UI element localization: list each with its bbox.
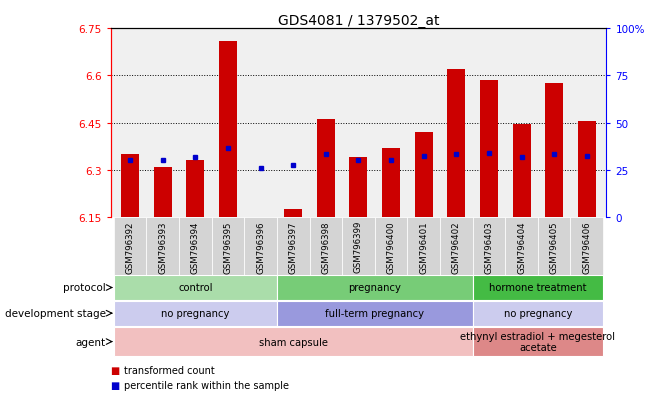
Text: GSM796394: GSM796394 [191,221,200,273]
Bar [114,218,147,275]
Text: no pregnancy: no pregnancy [504,309,572,318]
Text: GSM796401: GSM796401 [419,221,428,273]
Bar [277,218,310,275]
Bar [472,218,505,275]
Text: GSM796393: GSM796393 [158,221,168,273]
Bar [472,275,603,300]
Text: GSM796406: GSM796406 [582,221,592,273]
Bar [114,275,277,300]
Bar [245,218,277,275]
Bar [147,218,179,275]
Text: transformed count: transformed count [124,365,214,375]
Text: full-term pregnancy: full-term pregnancy [325,309,424,318]
Text: GSM796395: GSM796395 [224,221,232,273]
Bar [317,120,335,218]
Bar [480,81,498,218]
Bar [545,84,563,218]
Text: GSM796396: GSM796396 [256,221,265,273]
Bar [472,301,603,326]
Text: percentile rank within the sample: percentile rank within the sample [124,380,289,390]
Text: GSM796405: GSM796405 [549,221,559,273]
Bar [284,210,302,218]
Bar [440,218,472,275]
Text: ethynyl estradiol + megesterol
acetate: ethynyl estradiol + megesterol acetate [460,331,615,353]
Text: hormone treatment: hormone treatment [489,283,587,293]
Text: control: control [178,283,212,293]
Text: GSM796404: GSM796404 [517,221,526,273]
Bar [179,218,212,275]
Text: sham capsule: sham capsule [259,337,328,347]
Text: protocol: protocol [63,283,106,293]
Bar [186,161,204,218]
Bar [472,327,603,356]
Bar [121,155,139,218]
Text: GSM796392: GSM796392 [125,221,135,273]
Text: GSM796399: GSM796399 [354,221,363,273]
Bar [578,122,596,218]
Bar [342,218,375,275]
Bar [219,41,237,218]
Text: development stage: development stage [5,309,106,318]
Bar [277,301,472,326]
Text: pregnancy: pregnancy [348,283,401,293]
Bar [114,327,472,356]
Bar [277,275,472,300]
Text: ■: ■ [111,365,120,375]
Bar [212,218,245,275]
Text: GSM796398: GSM796398 [322,221,330,273]
Text: GSM796403: GSM796403 [484,221,493,273]
Bar [375,218,407,275]
Bar [505,218,538,275]
Text: agent: agent [76,337,106,347]
Bar [310,218,342,275]
Bar [513,125,531,218]
Bar [448,70,465,218]
Bar [114,301,277,326]
Text: no pregnancy: no pregnancy [161,309,230,318]
Bar [350,158,367,218]
Title: GDS4081 / 1379502_at: GDS4081 / 1379502_at [277,14,440,28]
Text: GSM796402: GSM796402 [452,221,461,273]
Bar [570,218,603,275]
Bar [154,167,172,218]
Bar [538,218,570,275]
Bar [382,148,400,218]
Text: GSM796397: GSM796397 [289,221,297,273]
Bar [407,218,440,275]
Text: ■: ■ [111,380,120,390]
Text: GSM796400: GSM796400 [387,221,395,273]
Bar [415,133,433,218]
